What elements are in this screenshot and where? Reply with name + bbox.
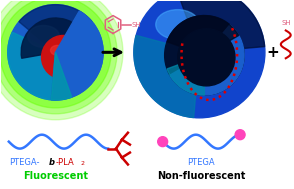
Text: SH: SH <box>132 22 141 28</box>
Circle shape <box>0 0 117 114</box>
Circle shape <box>41 35 85 79</box>
Ellipse shape <box>156 10 199 40</box>
Text: Non-fluorescent: Non-fluorescent <box>157 171 245 181</box>
Wedge shape <box>51 11 103 100</box>
Wedge shape <box>167 55 204 95</box>
Circle shape <box>0 0 123 120</box>
Ellipse shape <box>28 26 59 47</box>
Wedge shape <box>167 15 239 55</box>
Wedge shape <box>8 32 56 100</box>
Wedge shape <box>21 18 90 58</box>
Wedge shape <box>56 52 90 70</box>
Circle shape <box>178 29 235 86</box>
Text: 2: 2 <box>80 160 84 166</box>
Text: PTEGA: PTEGA <box>188 158 215 167</box>
Text: -PLA: -PLA <box>56 158 74 167</box>
Circle shape <box>134 0 265 118</box>
Text: Fluorescent: Fluorescent <box>23 171 88 181</box>
Text: PTEGA-: PTEGA- <box>9 158 39 167</box>
Text: b: b <box>49 158 54 167</box>
Ellipse shape <box>51 45 64 55</box>
Wedge shape <box>134 35 199 118</box>
Wedge shape <box>170 25 244 95</box>
Text: +: + <box>266 45 279 60</box>
Wedge shape <box>177 0 265 52</box>
Circle shape <box>235 130 245 140</box>
Wedge shape <box>51 52 72 100</box>
Circle shape <box>8 5 103 100</box>
Circle shape <box>165 15 244 95</box>
Circle shape <box>0 0 111 108</box>
Text: SH: SH <box>282 19 291 26</box>
Wedge shape <box>19 5 92 52</box>
Circle shape <box>158 137 168 147</box>
